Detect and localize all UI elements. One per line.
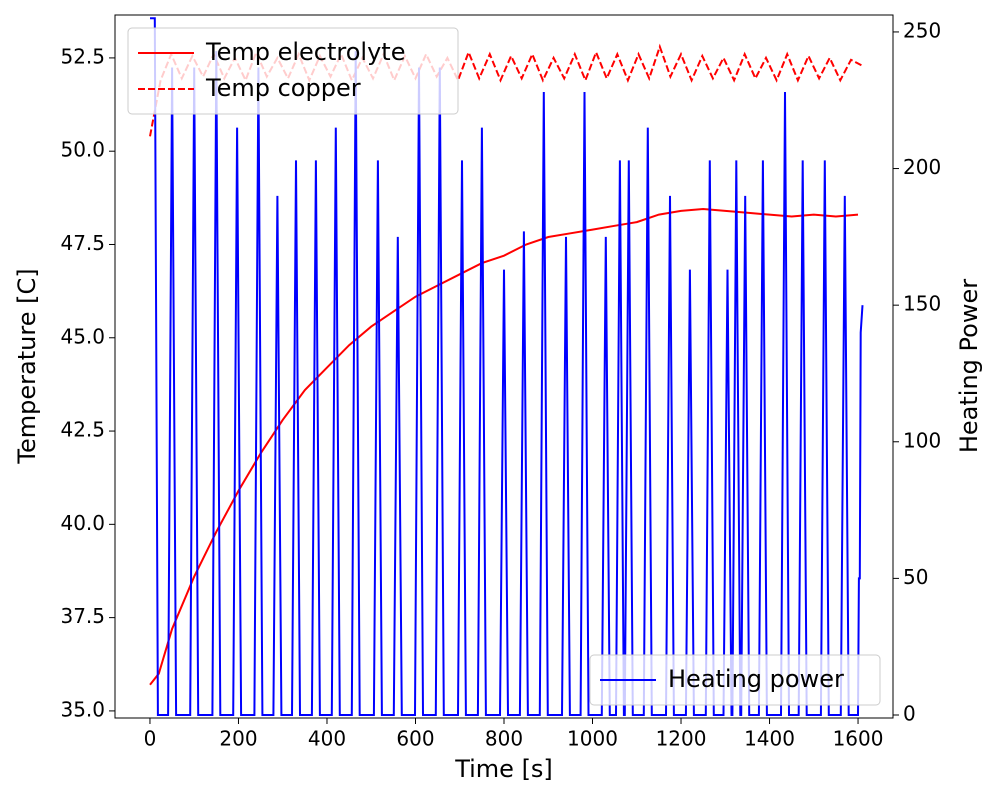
- y2-tick-label: 0: [903, 701, 916, 725]
- y2-tick-label: 100: [903, 428, 941, 452]
- y2-tick-label: 150: [903, 292, 941, 316]
- y-tick-label: 35.0: [60, 697, 105, 721]
- y-axis-label: Temperature [C]: [13, 268, 41, 464]
- x-tick-label: 1400: [744, 727, 795, 751]
- x-axis-label: Time [s]: [454, 755, 553, 783]
- y-tick-label: 52.5: [60, 44, 105, 68]
- y-tick-label: 45.0: [60, 324, 105, 348]
- y-tick-label: 42.5: [60, 418, 105, 442]
- series-line: [150, 17, 864, 716]
- legend-label: Heating power: [668, 665, 844, 693]
- x-tick-label: 600: [396, 727, 434, 751]
- x-tick-label: 400: [308, 727, 346, 751]
- legend-box: [589, 654, 881, 706]
- series-line: [149, 43, 863, 137]
- plot-frame: [114, 14, 894, 719]
- y-tick-label: 40.0: [60, 511, 105, 535]
- legend-label: Temp electrolyte: [205, 38, 405, 66]
- y2-tick-label: 200: [903, 155, 941, 179]
- y-tick-label: 50.0: [60, 138, 105, 162]
- x-tick-label: 0: [144, 727, 157, 751]
- x-tick-label: 800: [485, 727, 523, 751]
- legend-box: [127, 27, 459, 115]
- y2-tick-label: 50: [903, 565, 928, 589]
- legend-label: Temp copper: [205, 74, 361, 102]
- y-tick-label: 37.5: [60, 604, 105, 628]
- x-tick-label: 1600: [833, 727, 884, 751]
- y-tick-label: 47.5: [60, 231, 105, 255]
- x-tick-label: 200: [219, 727, 257, 751]
- y2-axis-label: Heating Power: [955, 279, 983, 453]
- y2-tick-label: 250: [903, 18, 941, 42]
- x-tick-label: 1000: [567, 727, 618, 751]
- x-tick-label: 1200: [656, 727, 707, 751]
